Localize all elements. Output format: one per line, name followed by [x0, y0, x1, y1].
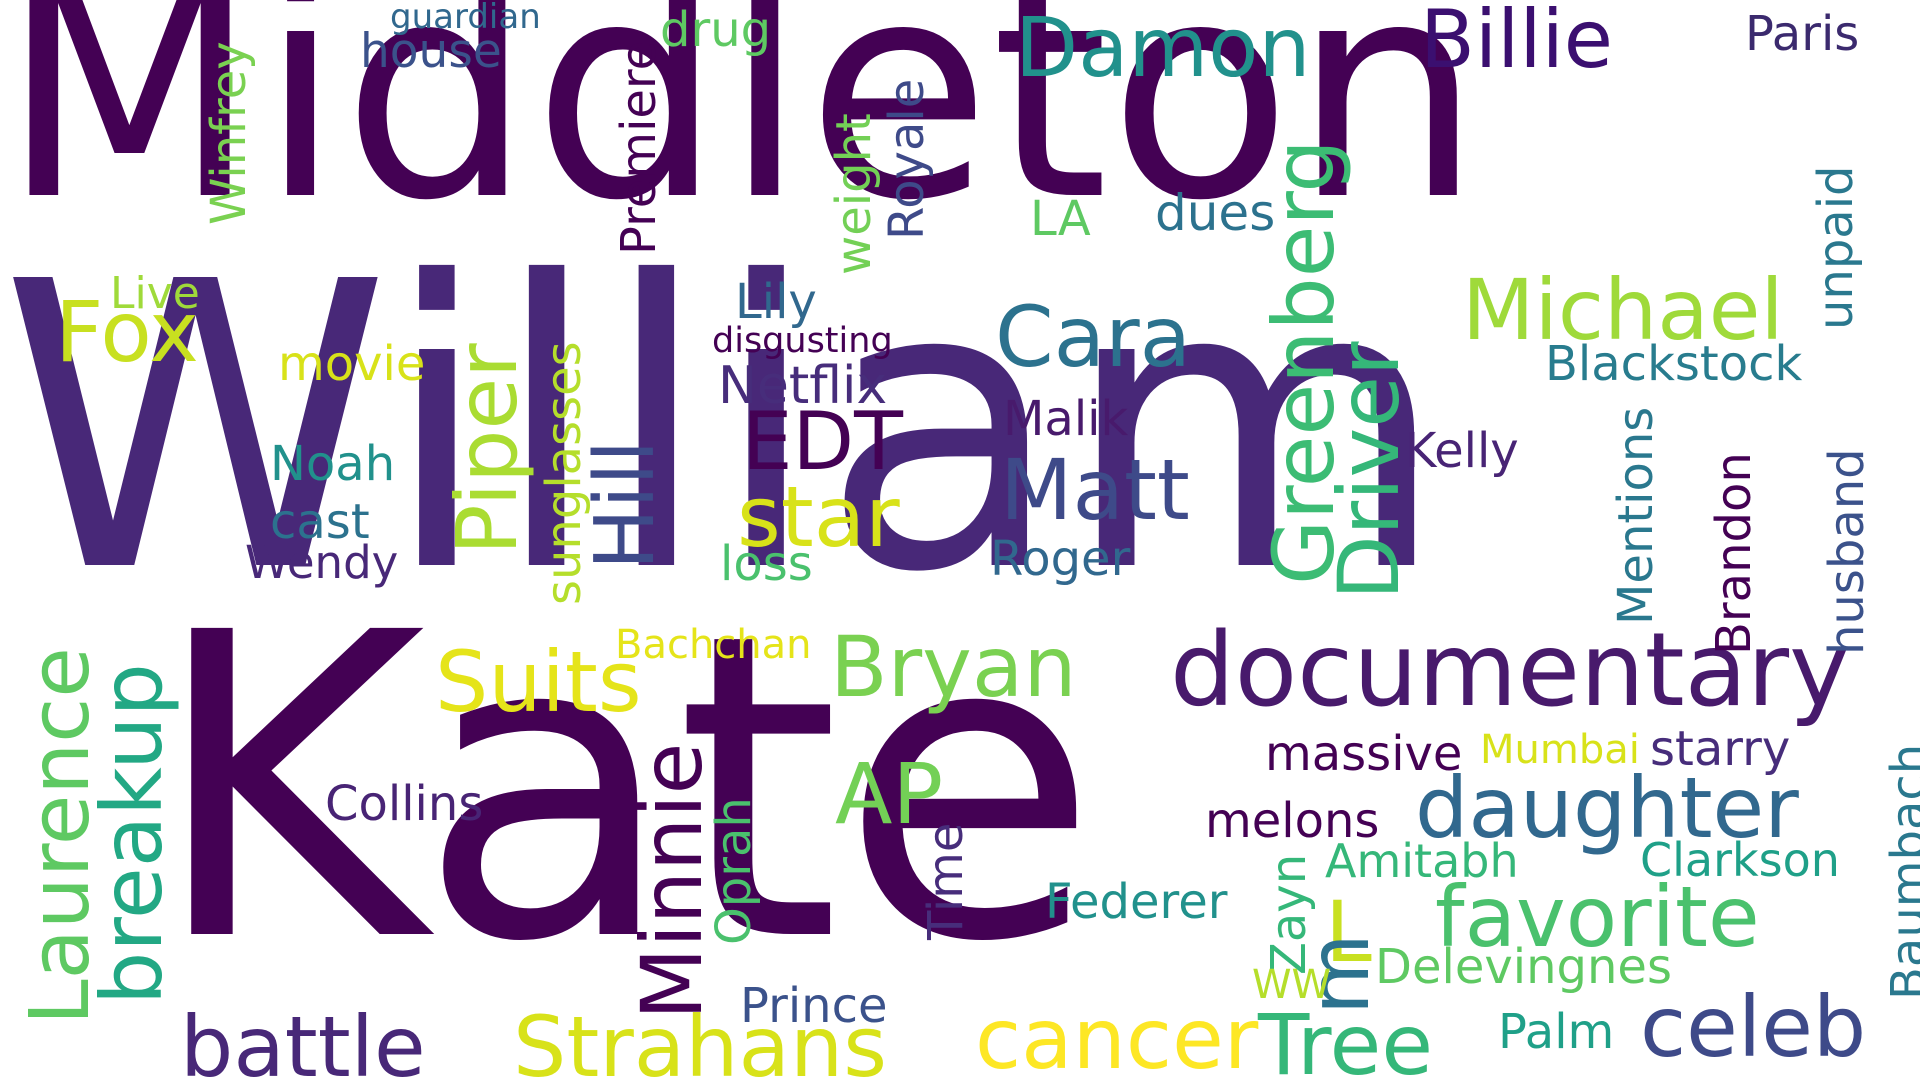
word-loss: loss	[720, 536, 813, 592]
word-strahans: Strahans	[513, 998, 887, 1080]
word-collins: Collins	[325, 776, 484, 832]
word-favorite: favorite	[1435, 868, 1760, 966]
word-breakup: breakup	[83, 663, 181, 1005]
word-billie: Billie	[1420, 0, 1614, 86]
word-disgusting: disgusting	[712, 321, 893, 361]
word-mumbai: Mumbai	[1480, 727, 1640, 773]
word-michael: Michael	[1462, 261, 1784, 359]
word-husband: husband	[1819, 448, 1875, 655]
word-federer: Federer	[1045, 874, 1228, 930]
word-royale: Royale	[879, 78, 935, 240]
word-documentary: documentary	[1170, 611, 1850, 730]
word-ww: WW	[1252, 962, 1332, 1008]
word-kate: Kate	[150, 545, 1099, 1034]
word-tree: Tree	[1258, 996, 1434, 1080]
word-cancer: cancer	[975, 990, 1259, 1080]
word-damon: Damon	[1015, 1, 1311, 96]
word-delevingnes: Delevingnes	[1375, 939, 1672, 995]
word-daughter: daughter	[1415, 759, 1799, 857]
word-cast: cast	[270, 494, 370, 550]
word-l: L	[1325, 883, 1372, 981]
word-driver: Driver	[1320, 341, 1418, 600]
word-live: Live	[110, 268, 200, 319]
word-unpaid: unpaid	[1808, 165, 1864, 330]
word-premiere: Premiere	[611, 40, 667, 255]
word-fox: Fox	[55, 283, 199, 381]
word-hill: Hill	[578, 439, 673, 570]
word-bachchan: Bachchan	[615, 622, 812, 668]
word-battle: battle	[180, 998, 426, 1080]
word-guardian: guardian	[390, 0, 541, 37]
word-clarkson: Clarkson	[1640, 833, 1840, 887]
word-massive: massive	[1265, 726, 1463, 782]
word-amitabh: Amitabh	[1325, 834, 1519, 888]
word-prince: Prince	[740, 978, 888, 1034]
word-lily: Lily	[735, 274, 817, 330]
word-malik: Malik	[1003, 391, 1129, 447]
word-time: Time	[918, 822, 974, 940]
word-star: star	[737, 468, 900, 566]
word-melons: melons	[1205, 793, 1380, 849]
word-suits: Suits	[435, 633, 642, 731]
word-la: LA	[1030, 191, 1091, 247]
word-mentions: Mentions	[1608, 406, 1664, 625]
word-roger: Roger	[990, 531, 1131, 587]
word-middleton: Middleton	[0, 0, 1483, 266]
word-movie: movie	[278, 336, 426, 392]
word-palm: Palm	[1498, 1004, 1615, 1060]
word-weight: weight	[826, 113, 882, 275]
word-cara: Cara	[995, 288, 1192, 386]
word-piper: Piper	[438, 343, 536, 555]
word-winfrey: Winfrey	[201, 41, 257, 225]
word-ap: AP	[835, 745, 944, 843]
word-brandon: Brandon	[1706, 452, 1762, 655]
word-blackstock: Blackstock	[1545, 336, 1803, 392]
word-oprah: Oprah	[706, 797, 762, 945]
word-celeb: celeb	[1640, 978, 1867, 1076]
word-kelly: Kelly	[1405, 423, 1519, 479]
word-netflix: Netflix	[718, 356, 888, 416]
word-house: house	[360, 24, 502, 79]
word-drug: drug	[660, 2, 772, 58]
word-minnie: Minnie	[623, 742, 721, 1020]
word-baumbach: Baumbach	[1881, 743, 1920, 1000]
word-paris: Paris	[1745, 6, 1860, 62]
word-bryan: Bryan	[830, 618, 1077, 716]
word-wendy: Wendy	[245, 536, 399, 589]
word-dues: dues	[1155, 184, 1276, 242]
word-edt: EDT	[742, 395, 904, 488]
word-william: William	[0, 199, 1448, 659]
word-noah: Noah	[270, 436, 396, 492]
word-matt: Matt	[1000, 441, 1190, 539]
word-starry: starry	[1650, 721, 1791, 777]
